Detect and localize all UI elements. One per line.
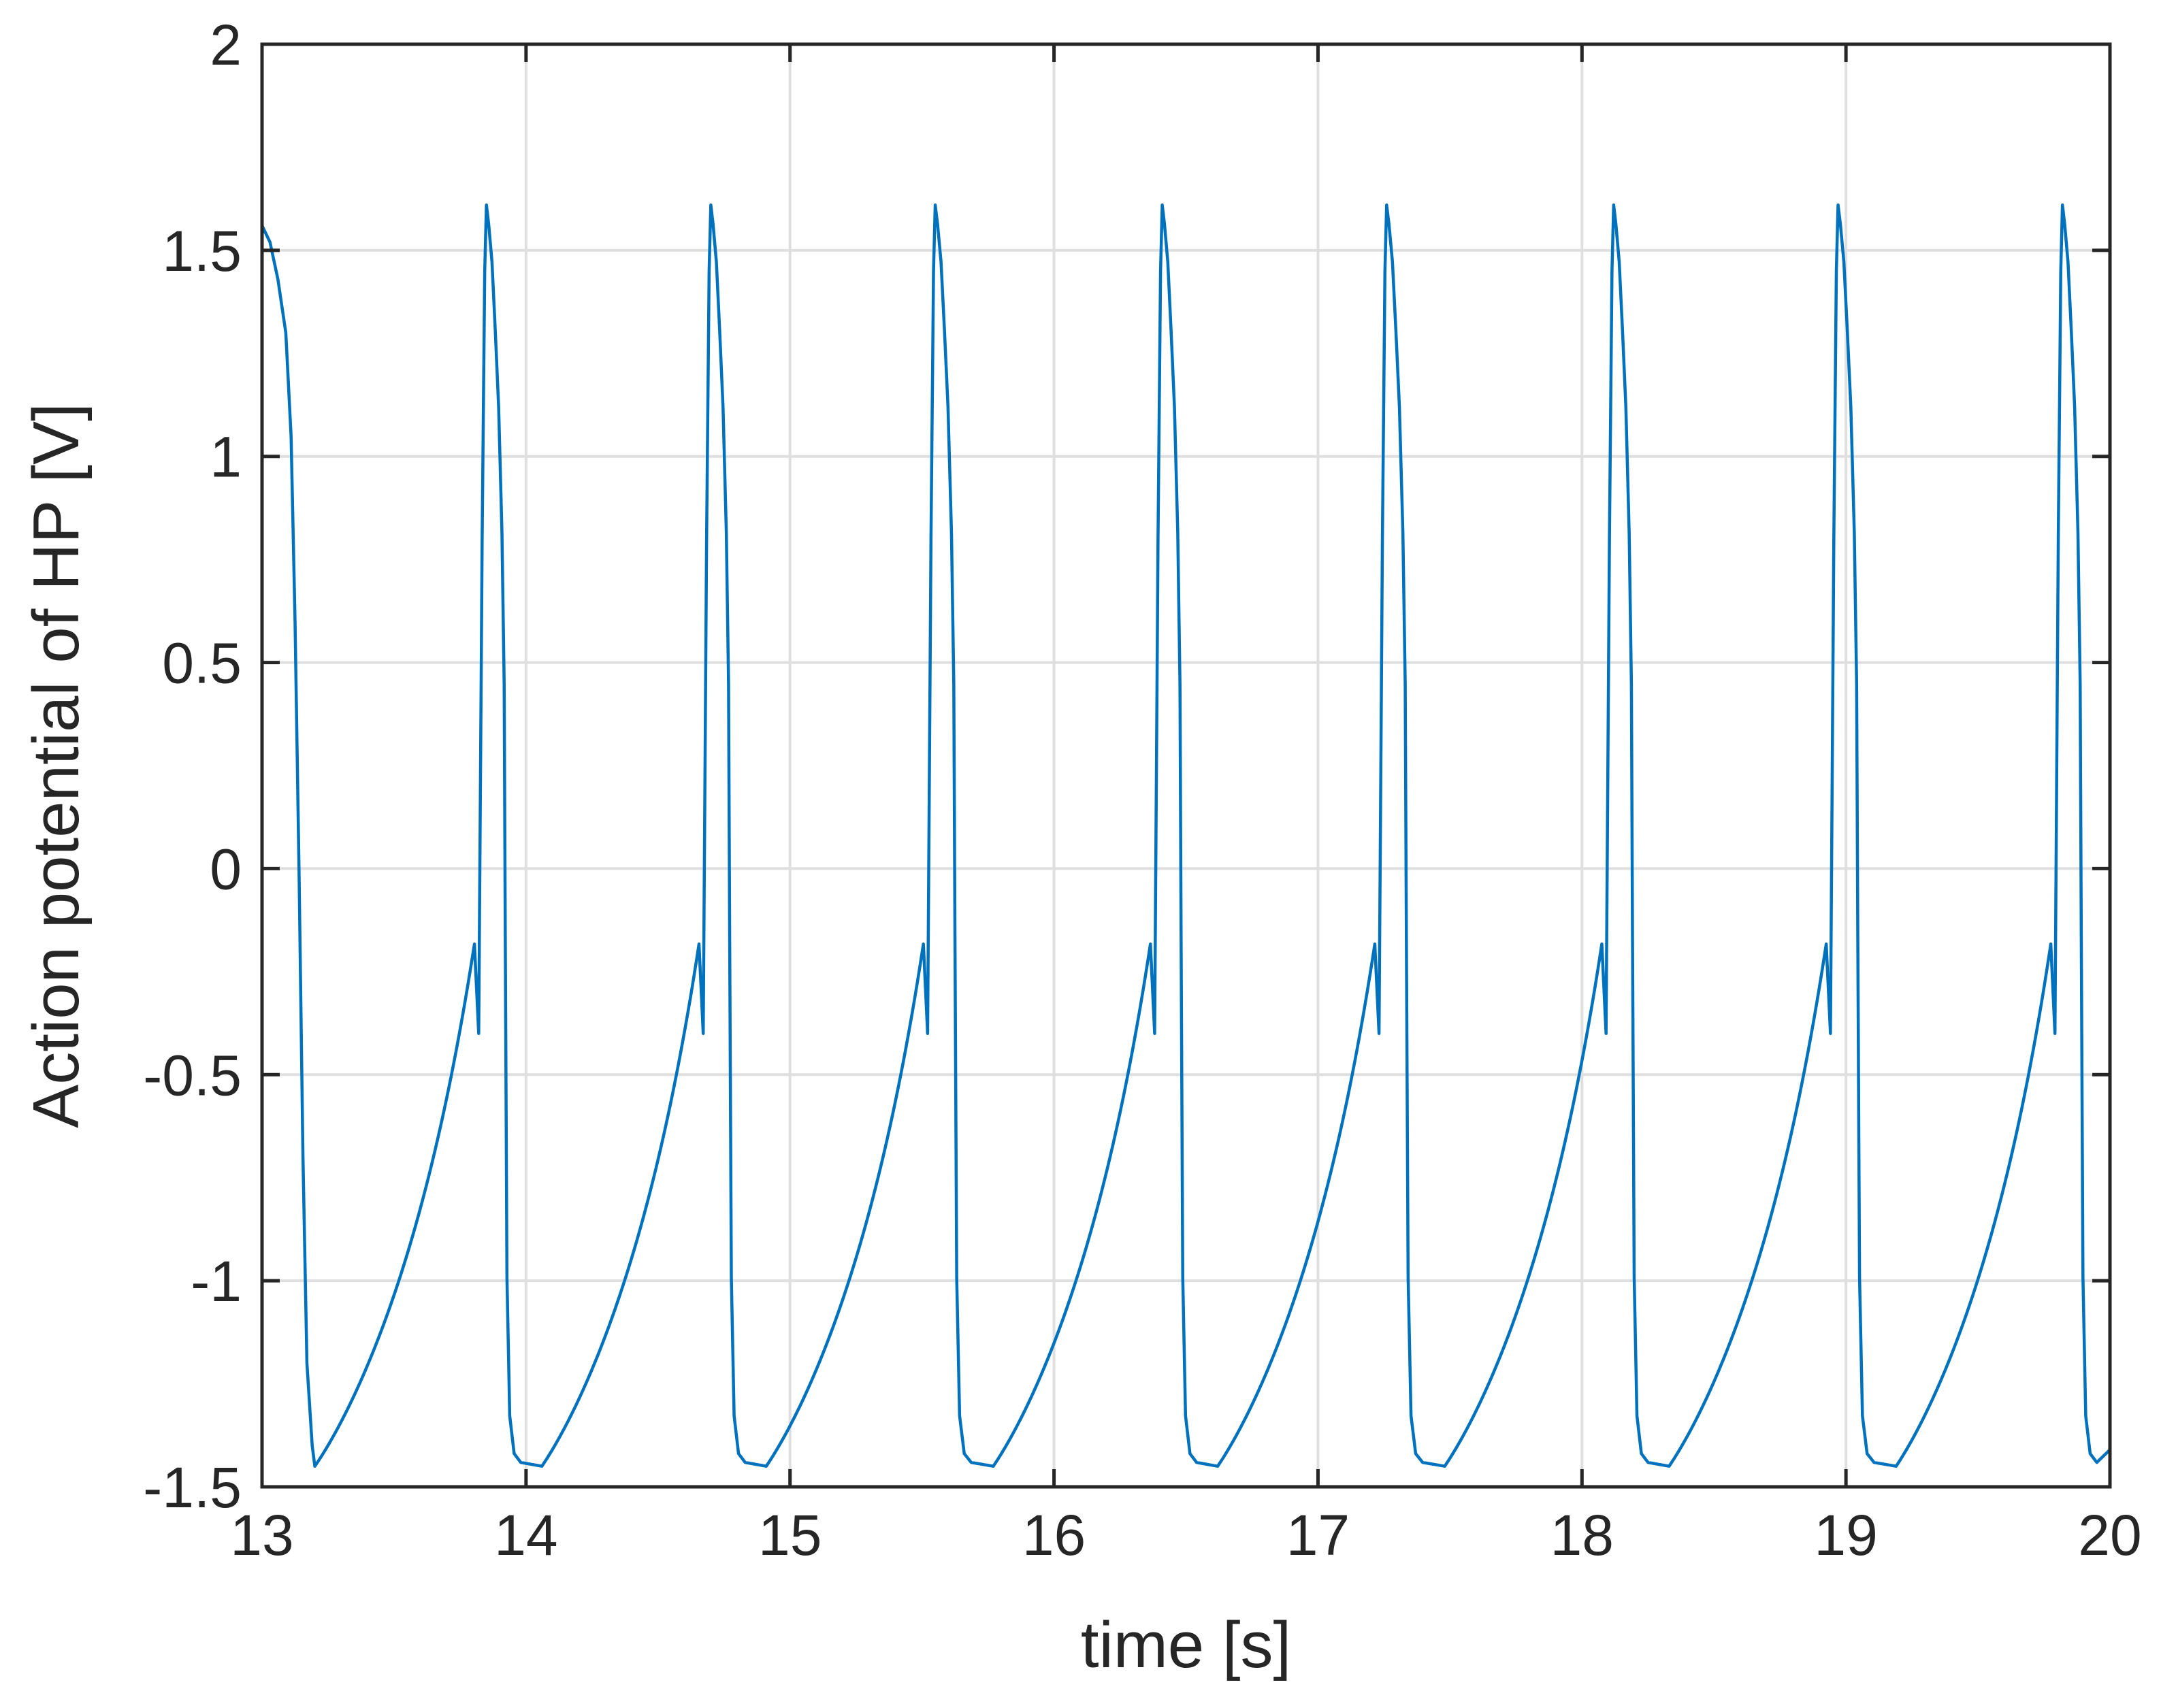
series-line-hp xyxy=(262,203,2110,1468)
y-tick-label: -0.5 xyxy=(143,1043,242,1107)
x-tick-labels: 13 14 15 16 17 18 19 20 xyxy=(230,1503,2141,1567)
x-tick-label: 17 xyxy=(1286,1503,1350,1567)
y-tick-label: 2 xyxy=(210,13,242,77)
y-tick-label: 0 xyxy=(210,837,242,901)
x-axis-title: time [s] xyxy=(1081,1609,1291,1681)
x-tick-label: 20 xyxy=(2078,1503,2141,1567)
plot-series xyxy=(262,203,2110,1468)
x-tick-label: 16 xyxy=(1022,1503,1086,1567)
x-tick-label: 14 xyxy=(494,1503,557,1567)
grid-lines xyxy=(261,43,2111,1488)
y-axis-title: Action potential of HP [V] xyxy=(20,403,93,1128)
x-tick-label: 15 xyxy=(758,1503,822,1567)
y-tick-label: 1 xyxy=(210,425,242,489)
y-tick-labels: -1.5 -1 -0.5 0 0.5 1 1.5 2 xyxy=(143,13,242,1520)
y-tick-label: 0.5 xyxy=(162,631,242,695)
y-tick-label: 1.5 xyxy=(162,219,242,283)
x-tick-label: 18 xyxy=(1550,1503,1614,1567)
y-tick-label: -1 xyxy=(191,1249,242,1313)
x-tick-label: 19 xyxy=(1814,1503,1877,1567)
axes-box xyxy=(260,42,2112,1489)
tick-marks xyxy=(260,42,2112,1489)
y-tick-label: -1.5 xyxy=(143,1456,242,1520)
x-tick-label: 13 xyxy=(230,1503,293,1567)
